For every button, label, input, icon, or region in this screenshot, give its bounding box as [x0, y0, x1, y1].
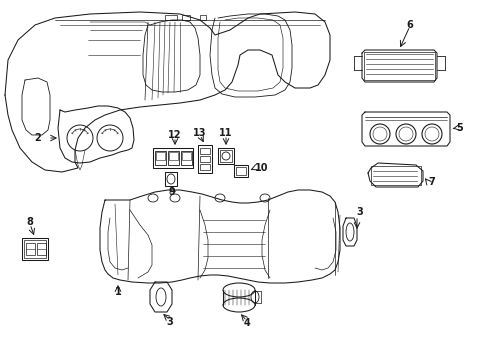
Bar [169, 152, 178, 160]
Text: 12: 12 [168, 130, 182, 140]
Bar [168, 151, 179, 165]
Text: 6: 6 [406, 20, 412, 30]
Bar [182, 15, 190, 20]
Text: 4: 4 [243, 318, 250, 328]
Text: 13: 13 [193, 128, 206, 138]
Bar [200, 148, 209, 154]
Text: 10: 10 [255, 163, 268, 173]
Bar [37, 243, 46, 255]
Text: 8: 8 [26, 217, 33, 227]
Bar [155, 151, 165, 165]
Bar [218, 148, 234, 164]
Bar [200, 156, 209, 162]
Bar [198, 145, 212, 173]
Bar [200, 164, 209, 170]
Bar [156, 152, 164, 160]
Bar [182, 152, 191, 160]
Bar [220, 150, 231, 162]
Bar [22, 238, 48, 260]
Bar [236, 167, 245, 175]
Bar [370, 166, 420, 185]
Text: 5: 5 [456, 123, 463, 133]
Text: 9: 9 [168, 187, 175, 197]
Bar [164, 172, 177, 186]
Bar [153, 148, 193, 168]
Bar [24, 240, 46, 258]
Text: 2: 2 [35, 133, 41, 143]
Bar [363, 52, 434, 80]
Text: 11: 11 [219, 128, 232, 138]
Bar [164, 15, 177, 20]
Text: 3: 3 [166, 317, 173, 327]
Text: 1: 1 [114, 287, 121, 297]
Bar [26, 243, 35, 255]
Bar [200, 15, 205, 20]
Bar [234, 165, 247, 177]
Bar [181, 151, 192, 165]
Text: 7: 7 [428, 177, 434, 187]
Text: 3: 3 [356, 207, 363, 217]
